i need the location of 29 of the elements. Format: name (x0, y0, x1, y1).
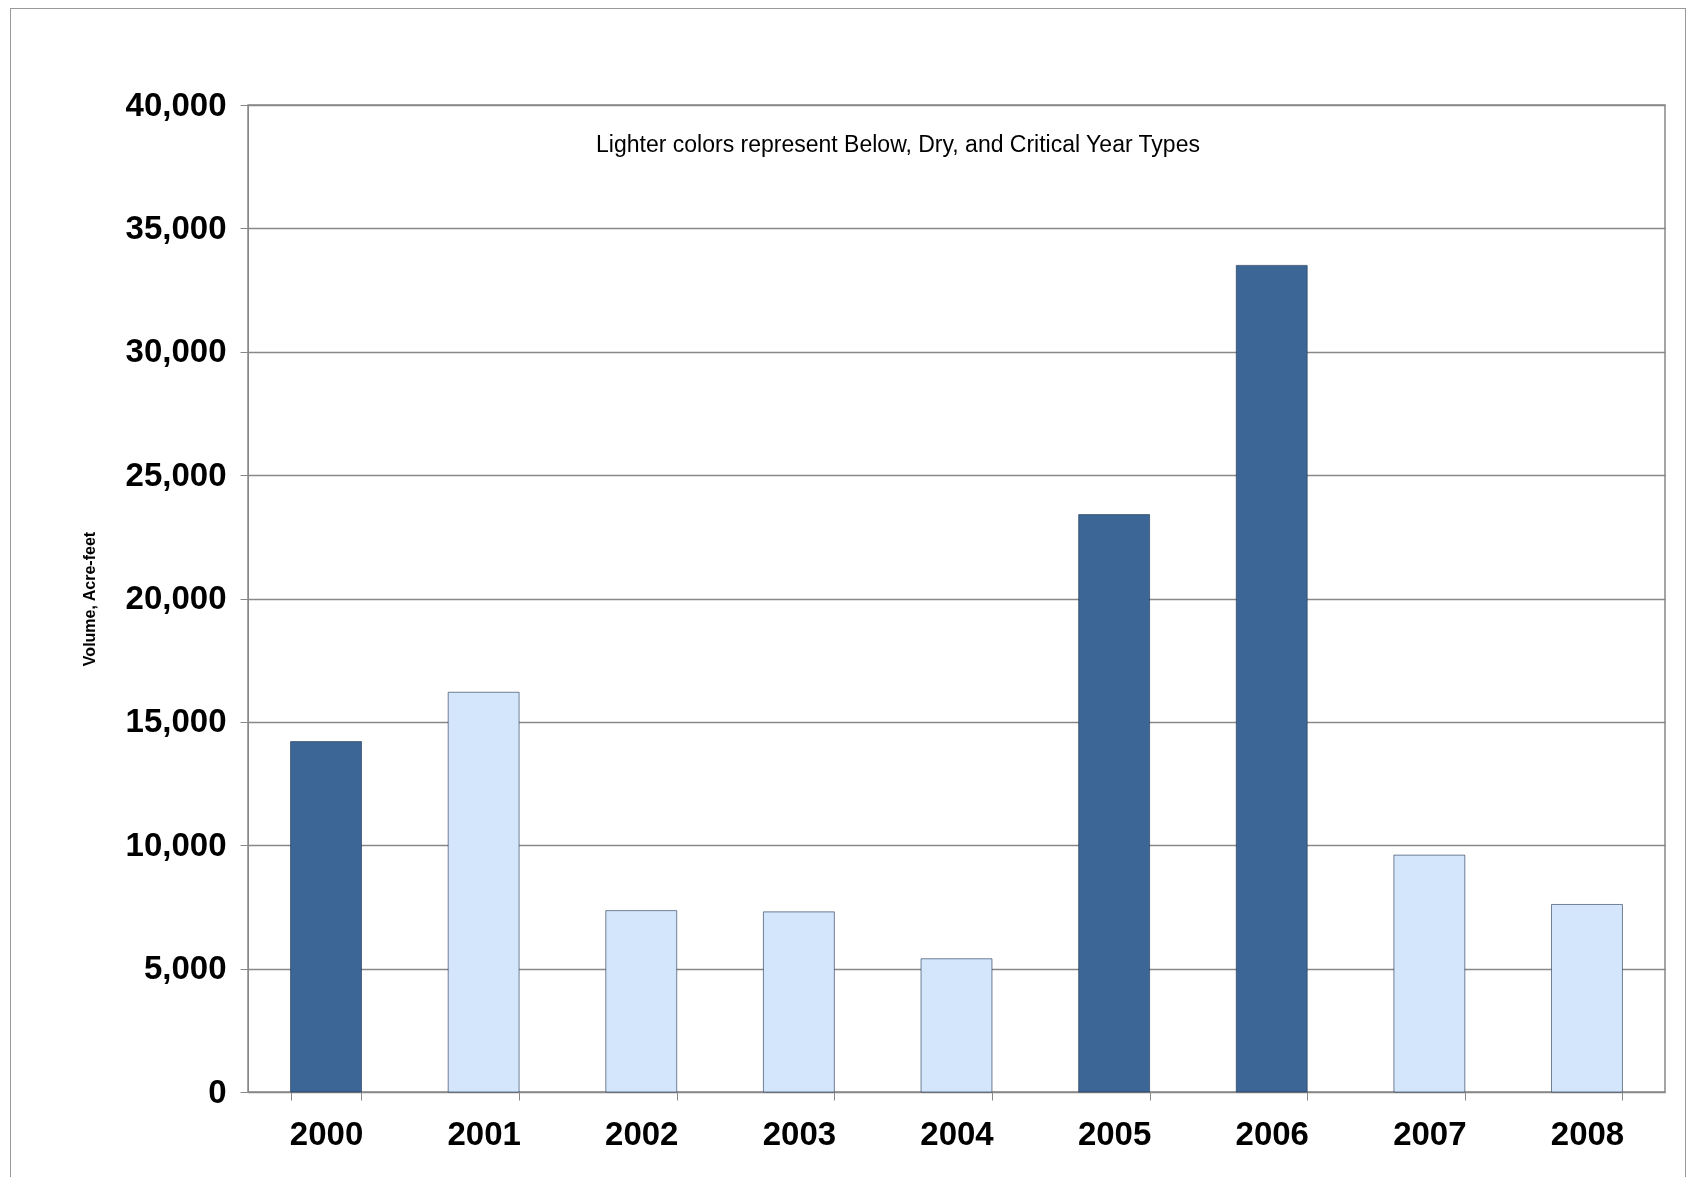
bar (447, 691, 520, 1093)
annotation: Lighter colors represent Below, Dry, and Critical Year Types (596, 131, 1200, 157)
y-tick-label: 0 (208, 1072, 227, 1110)
bar (1078, 514, 1150, 1093)
x-tick-label: 2007 (1393, 1114, 1467, 1152)
bar (1551, 904, 1623, 1093)
x-tick-label: 2003 (762, 1114, 837, 1152)
bar (290, 741, 362, 1093)
x-tick-label: 2005 (1077, 1114, 1152, 1152)
y-tick-label: 5,000 (143, 949, 227, 987)
y-tick-label: 20,000 (125, 579, 227, 616)
y-tick-label: 25,000 (125, 455, 227, 493)
x-tick-label: 2004 (920, 1114, 995, 1152)
x-tick-label: 2002 (605, 1114, 679, 1152)
bar (763, 911, 835, 1093)
bar (920, 958, 993, 1093)
y-tick-label: 40,000 (125, 85, 227, 123)
bar (605, 910, 678, 1093)
y-tick-label: 10,000 (125, 825, 227, 863)
y-tick-label: 30,000 (125, 332, 227, 370)
x-tick-label: 2001 (447, 1114, 521, 1152)
y-tick-label: 15,000 (125, 702, 227, 740)
x-tick-label: 2008 (1550, 1114, 1625, 1152)
bar (1393, 854, 1466, 1093)
y-tick-label: 35,000 (125, 208, 227, 246)
bar (1235, 265, 1308, 1093)
x-tick-label: 2000 (289, 1114, 364, 1152)
y-axis-title: Volume, Acre-feet (80, 531, 98, 667)
x-tick-label: 2006 (1235, 1114, 1309, 1152)
